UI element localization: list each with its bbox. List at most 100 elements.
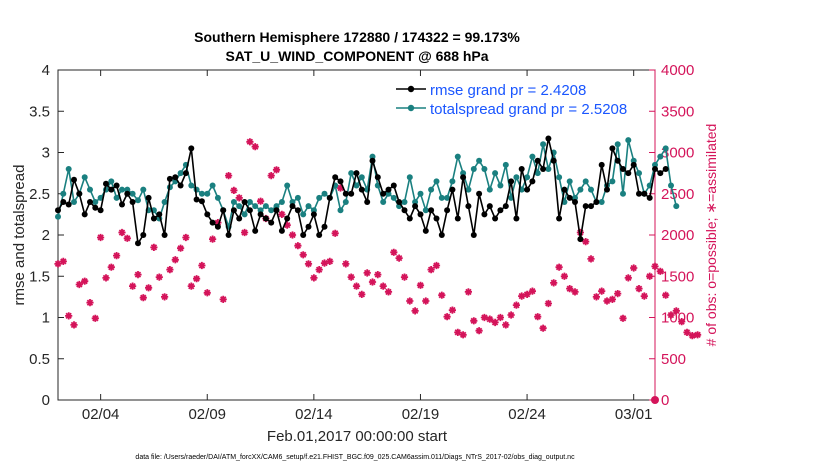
totalspread-point [449,178,456,185]
rmse-point [518,166,525,172]
assimilated-point [416,281,425,289]
rmse-point [577,236,584,243]
assimilated-point [480,313,488,322]
assimilated-point [161,293,169,301]
totalspread-point [113,194,120,201]
assimilated-point [129,282,137,290]
legend: rmse grand pr = 2.4208 totalspread grand… [396,82,627,118]
assimilated-point [592,293,600,301]
assimilated-point [326,257,334,265]
assimilated-point [395,254,403,262]
assimilated-point [310,274,318,282]
rmse-point [316,232,323,238]
assimilated-point [672,307,680,315]
assimilated-point [571,288,579,296]
totalspread-point [428,186,435,193]
assimilated-point [145,284,153,292]
series-totalspread [55,137,680,230]
totalspread-point [257,207,264,214]
totalspread-point [305,203,312,210]
rmse-point [625,170,632,177]
totalspread-point [524,174,531,181]
rmse-point [657,170,664,177]
assimilated-point [331,229,339,237]
rmse-point [524,186,531,193]
y-right-tick-label: 3000 [661,145,694,162]
assimilated-point [555,263,563,271]
assimilated-point [155,273,163,281]
assimilated-point [475,327,483,335]
rmse-point [572,199,578,205]
totalspread-point [486,186,493,193]
totalspread-point [497,182,504,189]
rmse-point [220,207,227,214]
assimilated-point [193,275,201,283]
totalspread-point [135,197,141,204]
rmse-point [236,215,243,222]
assimilated-point [528,287,536,295]
totalspread-point [268,207,275,214]
totalspread-point [284,182,291,189]
rmse-point [609,145,616,152]
totalspread-point [534,170,541,177]
y-left-tick-label: 0 [42,392,50,409]
assimilated-point [390,248,398,256]
x-tick-label: 02/09 [188,406,226,423]
assimilated-point [662,291,670,299]
rmse-point [113,182,120,189]
rmse-point [492,215,499,222]
totalspread-point [204,190,211,197]
assimilated-point [81,277,89,285]
totalspread-point [140,186,147,193]
totalspread-point [598,199,605,205]
rmse-point [156,211,163,218]
assimilated-point [640,292,648,300]
y-left-tick-label: 1 [42,310,50,327]
rmse-point [246,207,253,214]
rmse-point [119,201,125,208]
rmse-point [465,203,472,210]
totalspread-point [294,194,301,201]
rmse-point [390,182,397,189]
assimilated-point [198,261,206,270]
assimilated-point [470,317,478,325]
totalspread-point [406,174,413,181]
y-right-tick-label: 1500 [661,268,694,285]
rmse-point [145,194,152,201]
rmse-point [636,190,642,197]
totalspread-point [198,190,205,197]
rmse-point [55,207,61,214]
rmse-point [284,215,291,222]
rmse-point [71,176,77,183]
totalspread-point [652,161,658,168]
totalspread-point [124,186,131,193]
totalspread-point [161,199,168,205]
totalspread-point [348,170,355,177]
totalspread-point [556,174,563,181]
rmse-point [262,215,269,222]
rmse-point [332,174,339,181]
totalspread-point [278,199,285,205]
totalspread-point [588,186,594,193]
assimilated-point [448,306,456,314]
assimilated-point [379,282,387,290]
assimilated-point [347,273,355,281]
totalspread-point [566,178,573,185]
rmse-point [268,219,275,226]
assimilated-point [102,274,110,282]
y-left-tick-label: 2 [42,227,50,244]
rmse-point [209,219,216,226]
rmse-point [630,161,637,168]
possible-point [651,396,659,404]
totalspread-point [609,178,616,185]
totalspread-point [321,190,328,197]
totalspread-point [380,199,387,205]
rmse-point [172,174,179,181]
x-axis: 02/04 02/09 02/14 02/19 02/24 03/01 [82,70,652,423]
assimilated-point [512,301,520,309]
rmse-point [598,161,605,168]
rmse-point [566,194,573,201]
rmse-point [401,207,408,214]
rmse-point [326,194,333,201]
assimilated-point [651,262,659,270]
